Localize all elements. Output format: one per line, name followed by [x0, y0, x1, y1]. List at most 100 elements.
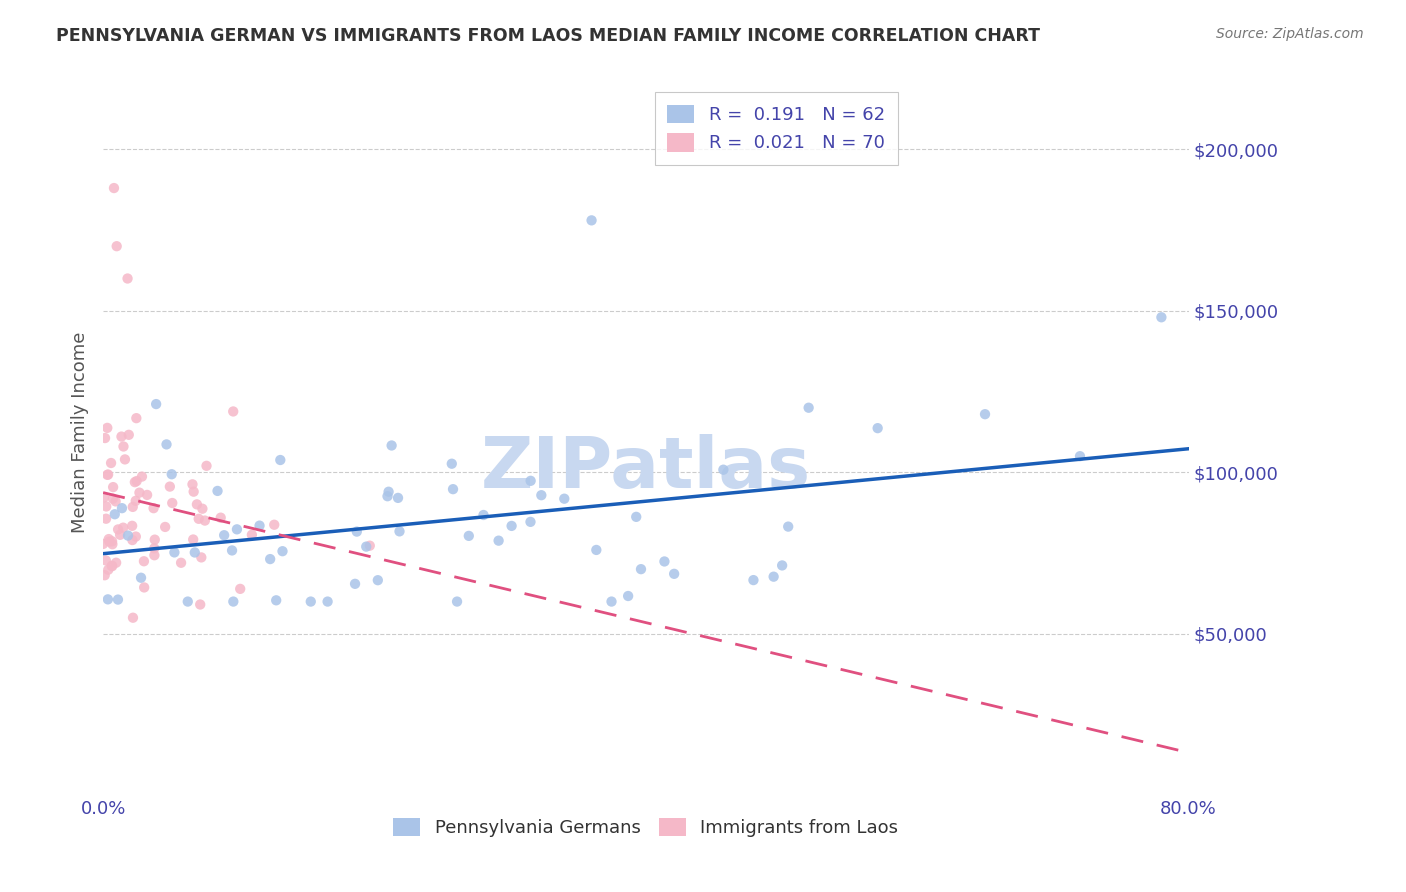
Point: [101, 491, 124, 506]
Point: [101, 480, 124, 494]
Point: [770, 558, 793, 573]
Point: [183, 484, 205, 499]
Point: [93, 568, 115, 582]
Point: [104, 508, 127, 522]
Point: [121, 533, 143, 547]
Point: [132, 554, 155, 568]
Point: [441, 482, 464, 496]
Point: [108, 528, 131, 542]
Point: [155, 437, 177, 451]
Point: [143, 533, 166, 547]
Point: [121, 500, 143, 514]
Point: [94, 553, 117, 567]
Point: [367, 573, 389, 587]
Point: [97, 532, 120, 546]
Point: [112, 521, 135, 535]
Point: [134, 581, 156, 595]
Point: [101, 534, 124, 549]
Point: [212, 528, 235, 542]
Point: [866, 421, 889, 435]
Point: [112, 440, 135, 454]
Point: [222, 594, 245, 608]
Point: [259, 552, 281, 566]
Point: [359, 539, 381, 553]
Point: [742, 573, 765, 587]
Point: [177, 594, 200, 608]
Point: [600, 594, 623, 608]
Point: [617, 589, 640, 603]
Point: [377, 484, 399, 499]
Point: [100, 558, 122, 573]
Point: [125, 411, 148, 425]
Point: [143, 548, 166, 562]
Point: [94, 431, 117, 445]
Point: [630, 562, 652, 576]
Y-axis label: Median Family Income: Median Family Income: [72, 331, 89, 533]
Point: [125, 530, 148, 544]
Point: [269, 453, 291, 467]
Point: [346, 524, 368, 539]
Point: [446, 594, 468, 608]
Point: [472, 508, 495, 522]
Point: [530, 488, 553, 502]
Point: [519, 474, 541, 488]
Point: [136, 488, 159, 502]
Point: [519, 515, 541, 529]
Point: [188, 598, 211, 612]
Point: [143, 541, 166, 556]
Point: [226, 522, 249, 536]
Point: [107, 592, 129, 607]
Point: [187, 512, 209, 526]
Point: [194, 514, 217, 528]
Point: [159, 480, 181, 494]
Point: [778, 519, 800, 533]
Point: [181, 533, 204, 547]
Point: [114, 452, 136, 467]
Point: [97, 467, 120, 482]
Point: [1069, 449, 1091, 463]
Point: [553, 491, 575, 506]
Point: [229, 582, 252, 596]
Point: [344, 577, 367, 591]
Point: [98, 534, 121, 549]
Point: [457, 529, 479, 543]
Point: [170, 556, 193, 570]
Point: [299, 594, 322, 608]
Point: [118, 427, 141, 442]
Point: [131, 469, 153, 483]
Legend: Pennsylvania Germans, Immigrants from Laos: Pennsylvania Germans, Immigrants from La…: [387, 811, 905, 845]
Point: [105, 239, 128, 253]
Point: [264, 593, 287, 607]
Text: Source: ZipAtlas.com: Source: ZipAtlas.com: [1216, 27, 1364, 41]
Point: [388, 524, 411, 539]
Point: [101, 537, 124, 551]
Point: [125, 474, 148, 488]
Point: [316, 594, 339, 608]
Point: [377, 489, 399, 503]
Point: [125, 493, 148, 508]
Point: [186, 497, 208, 511]
Point: [263, 517, 285, 532]
Point: [97, 592, 120, 607]
Point: [249, 518, 271, 533]
Point: [105, 556, 128, 570]
Point: [191, 501, 214, 516]
Point: [488, 533, 510, 548]
Point: [104, 494, 127, 508]
Point: [94, 512, 117, 526]
Point: [91, 537, 114, 551]
Point: [797, 401, 820, 415]
Point: [581, 213, 603, 227]
Point: [142, 501, 165, 516]
Point: [145, 397, 167, 411]
Point: [240, 528, 263, 542]
Point: [974, 407, 997, 421]
Point: [101, 559, 124, 574]
Point: [153, 520, 176, 534]
Point: [271, 544, 294, 558]
Point: [103, 181, 125, 195]
Point: [163, 545, 186, 559]
Point: [128, 485, 150, 500]
Point: [762, 570, 785, 584]
Point: [440, 457, 463, 471]
